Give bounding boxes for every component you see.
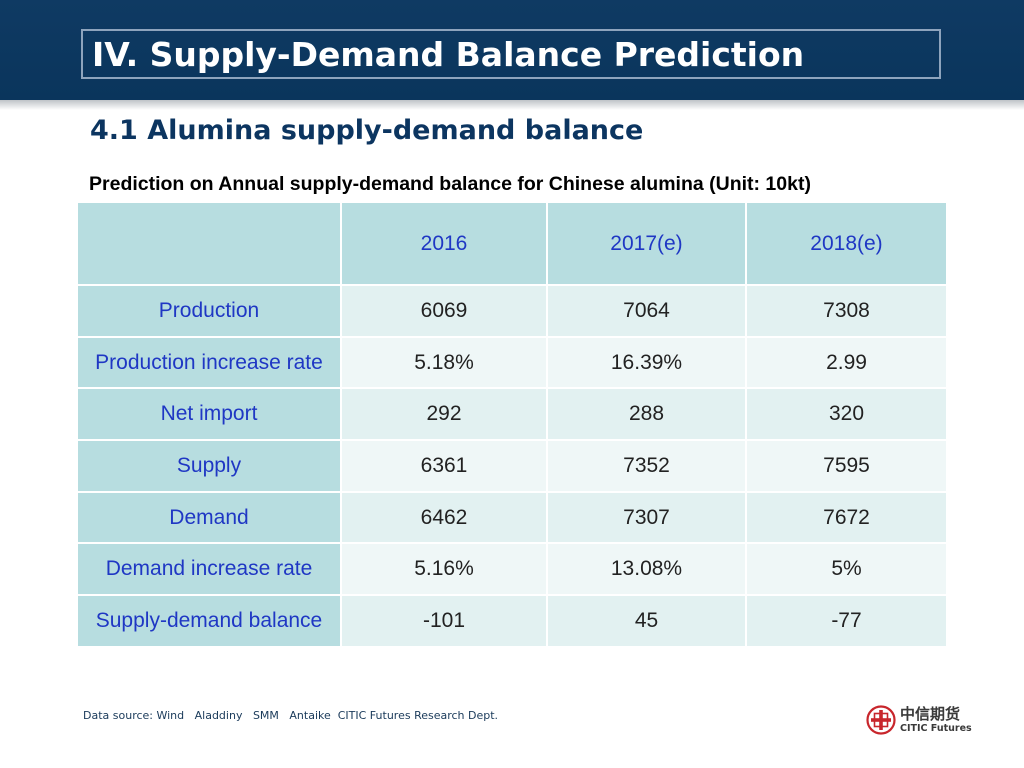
data-source-note: Data source: Wind Aladdiny SMM Antaike C… — [83, 709, 499, 722]
table-cell: 45 — [548, 596, 747, 648]
table-row: Production increase rate 5.18% 16.39% 2.… — [78, 337, 946, 390]
table-cell: 7064 — [548, 286, 747, 338]
table-cell: -77 — [747, 596, 946, 648]
header-shadow — [0, 100, 1024, 110]
table-cell: 2.99 — [747, 337, 946, 390]
table-cell: 13.08% — [548, 544, 747, 597]
row-label: Demand increase rate — [78, 544, 342, 597]
table-cell: 7595 — [747, 441, 946, 493]
page-title: IV. Supply-Demand Balance Prediction — [92, 34, 805, 74]
table-cell: 7352 — [548, 441, 747, 493]
citic-futures-logo: 中信期货 CITIC Futures — [866, 704, 976, 736]
table-caption: Prediction on Annual supply-demand balan… — [89, 173, 811, 195]
balance-table: 2016 2017(e) 2018(e) Production 6069 706… — [78, 203, 946, 648]
table-row: Production 6069 7064 7308 — [78, 286, 946, 338]
header-bar: IV. Supply-Demand Balance Prediction — [0, 0, 1024, 100]
table-row: Supply-demand balance -101 45 -77 — [78, 596, 946, 648]
table-row: Demand 6462 7307 7672 — [78, 492, 946, 545]
table-cell: 288 — [548, 389, 747, 442]
table-cell: 6069 — [342, 286, 548, 338]
table-header-row: 2016 2017(e) 2018(e) — [78, 203, 946, 286]
table-row: Demand increase rate 5.16% 13.08% 5% — [78, 544, 946, 597]
column-header: 2017(e) — [548, 203, 747, 286]
table-row: Supply 6361 7352 7595 — [78, 441, 946, 493]
logo-name-cn: 中信期货 — [900, 704, 961, 723]
table-cell: 320 — [747, 389, 946, 442]
title-frame: IV. Supply-Demand Balance Prediction — [81, 29, 941, 79]
logo-name-en: CITIC Futures — [900, 722, 972, 734]
table-cell: 7307 — [548, 492, 747, 545]
table-cell: -101 — [342, 596, 548, 648]
citic-logo-icon — [866, 705, 896, 735]
row-label: Supply-demand balance — [78, 596, 342, 648]
table-row: Net import 292 288 320 — [78, 389, 946, 442]
table-cell: 16.39% — [548, 337, 747, 390]
column-header — [78, 203, 342, 286]
row-label: Demand — [78, 492, 342, 545]
table-cell: 7308 — [747, 286, 946, 338]
table-cell: 5.16% — [342, 544, 548, 597]
column-header: 2018(e) — [747, 203, 946, 286]
row-label: Production increase rate — [78, 337, 342, 390]
row-label: Supply — [78, 441, 342, 493]
column-header: 2016 — [342, 203, 548, 286]
table-cell: 6361 — [342, 441, 548, 493]
row-label: Net import — [78, 389, 342, 442]
section-title: 4.1 Alumina supply-demand balance — [90, 115, 644, 146]
table-cell: 7672 — [747, 492, 946, 545]
table-cell: 6462 — [342, 492, 548, 545]
table-cell: 292 — [342, 389, 548, 442]
row-label: Production — [78, 286, 342, 338]
table-cell: 5.18% — [342, 337, 548, 390]
table-cell: 5% — [747, 544, 946, 597]
logo-wordmark: 中信期货 CITIC Futures — [900, 704, 972, 734]
